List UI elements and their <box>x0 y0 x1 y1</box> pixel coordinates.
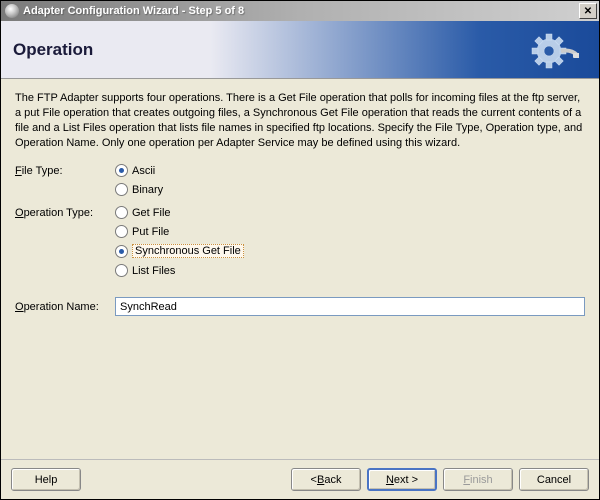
radio-label: Synchronous Get File <box>132 244 244 258</box>
radio-put-file[interactable]: Put File <box>115 225 244 238</box>
content-area: The FTP Adapter supports four operations… <box>1 79 599 459</box>
radio-ascii[interactable]: Ascii <box>115 164 163 177</box>
wizard-window: Adapter Configuration Wizard - Step 5 of… <box>0 0 600 500</box>
radio-label: Put File <box>132 226 169 238</box>
radio-label: List Files <box>132 265 175 277</box>
file-type-label: File Type: <box>15 164 115 177</box>
radio-icon <box>115 264 128 277</box>
operation-name-input[interactable] <box>115 297 585 316</box>
button-bar: Help < Back Next > Finish Cancel <box>1 459 599 499</box>
radio-label: Get File <box>132 207 171 219</box>
back-button[interactable]: < Back <box>291 468 361 491</box>
radio-label: Ascii <box>132 165 155 177</box>
app-icon <box>5 4 19 18</box>
radio-sync-get-file[interactable]: Synchronous Get File <box>115 244 244 258</box>
operation-name-row: Operation Name: <box>15 297 585 316</box>
file-type-group: Ascii Binary <box>115 164 163 196</box>
radio-icon <box>115 183 128 196</box>
finish-button: Finish <box>443 468 513 491</box>
radio-binary[interactable]: Binary <box>115 183 163 196</box>
window-title: Adapter Configuration Wizard - Step 5 of… <box>23 5 579 17</box>
operation-type-group: Get File Put File Synchronous Get File L… <box>115 206 244 277</box>
header-banner: Operation <box>1 21 599 79</box>
radio-list-files[interactable]: List Files <box>115 264 244 277</box>
file-type-row: File Type: Ascii Binary <box>15 164 585 196</box>
titlebar: Adapter Configuration Wizard - Step 5 of… <box>1 1 599 21</box>
next-button[interactable]: Next > <box>367 468 437 491</box>
radio-get-file[interactable]: Get File <box>115 206 244 219</box>
radio-icon <box>115 206 128 219</box>
gear-icon <box>519 31 579 74</box>
help-button[interactable]: Help <box>11 468 81 491</box>
description-text: The FTP Adapter supports four operations… <box>15 91 585 150</box>
page-title: Operation <box>13 40 93 60</box>
radio-icon <box>115 245 128 258</box>
operation-type-label: Operation Type: <box>15 206 115 219</box>
radio-icon <box>115 164 128 177</box>
radio-label: Binary <box>132 184 163 196</box>
cancel-button[interactable]: Cancel <box>519 468 589 491</box>
operation-type-row: Operation Type: Get File Put File Synchr… <box>15 206 585 277</box>
radio-icon <box>115 225 128 238</box>
operation-name-label: Operation Name: <box>15 300 115 313</box>
close-icon[interactable]: ✕ <box>579 3 597 19</box>
